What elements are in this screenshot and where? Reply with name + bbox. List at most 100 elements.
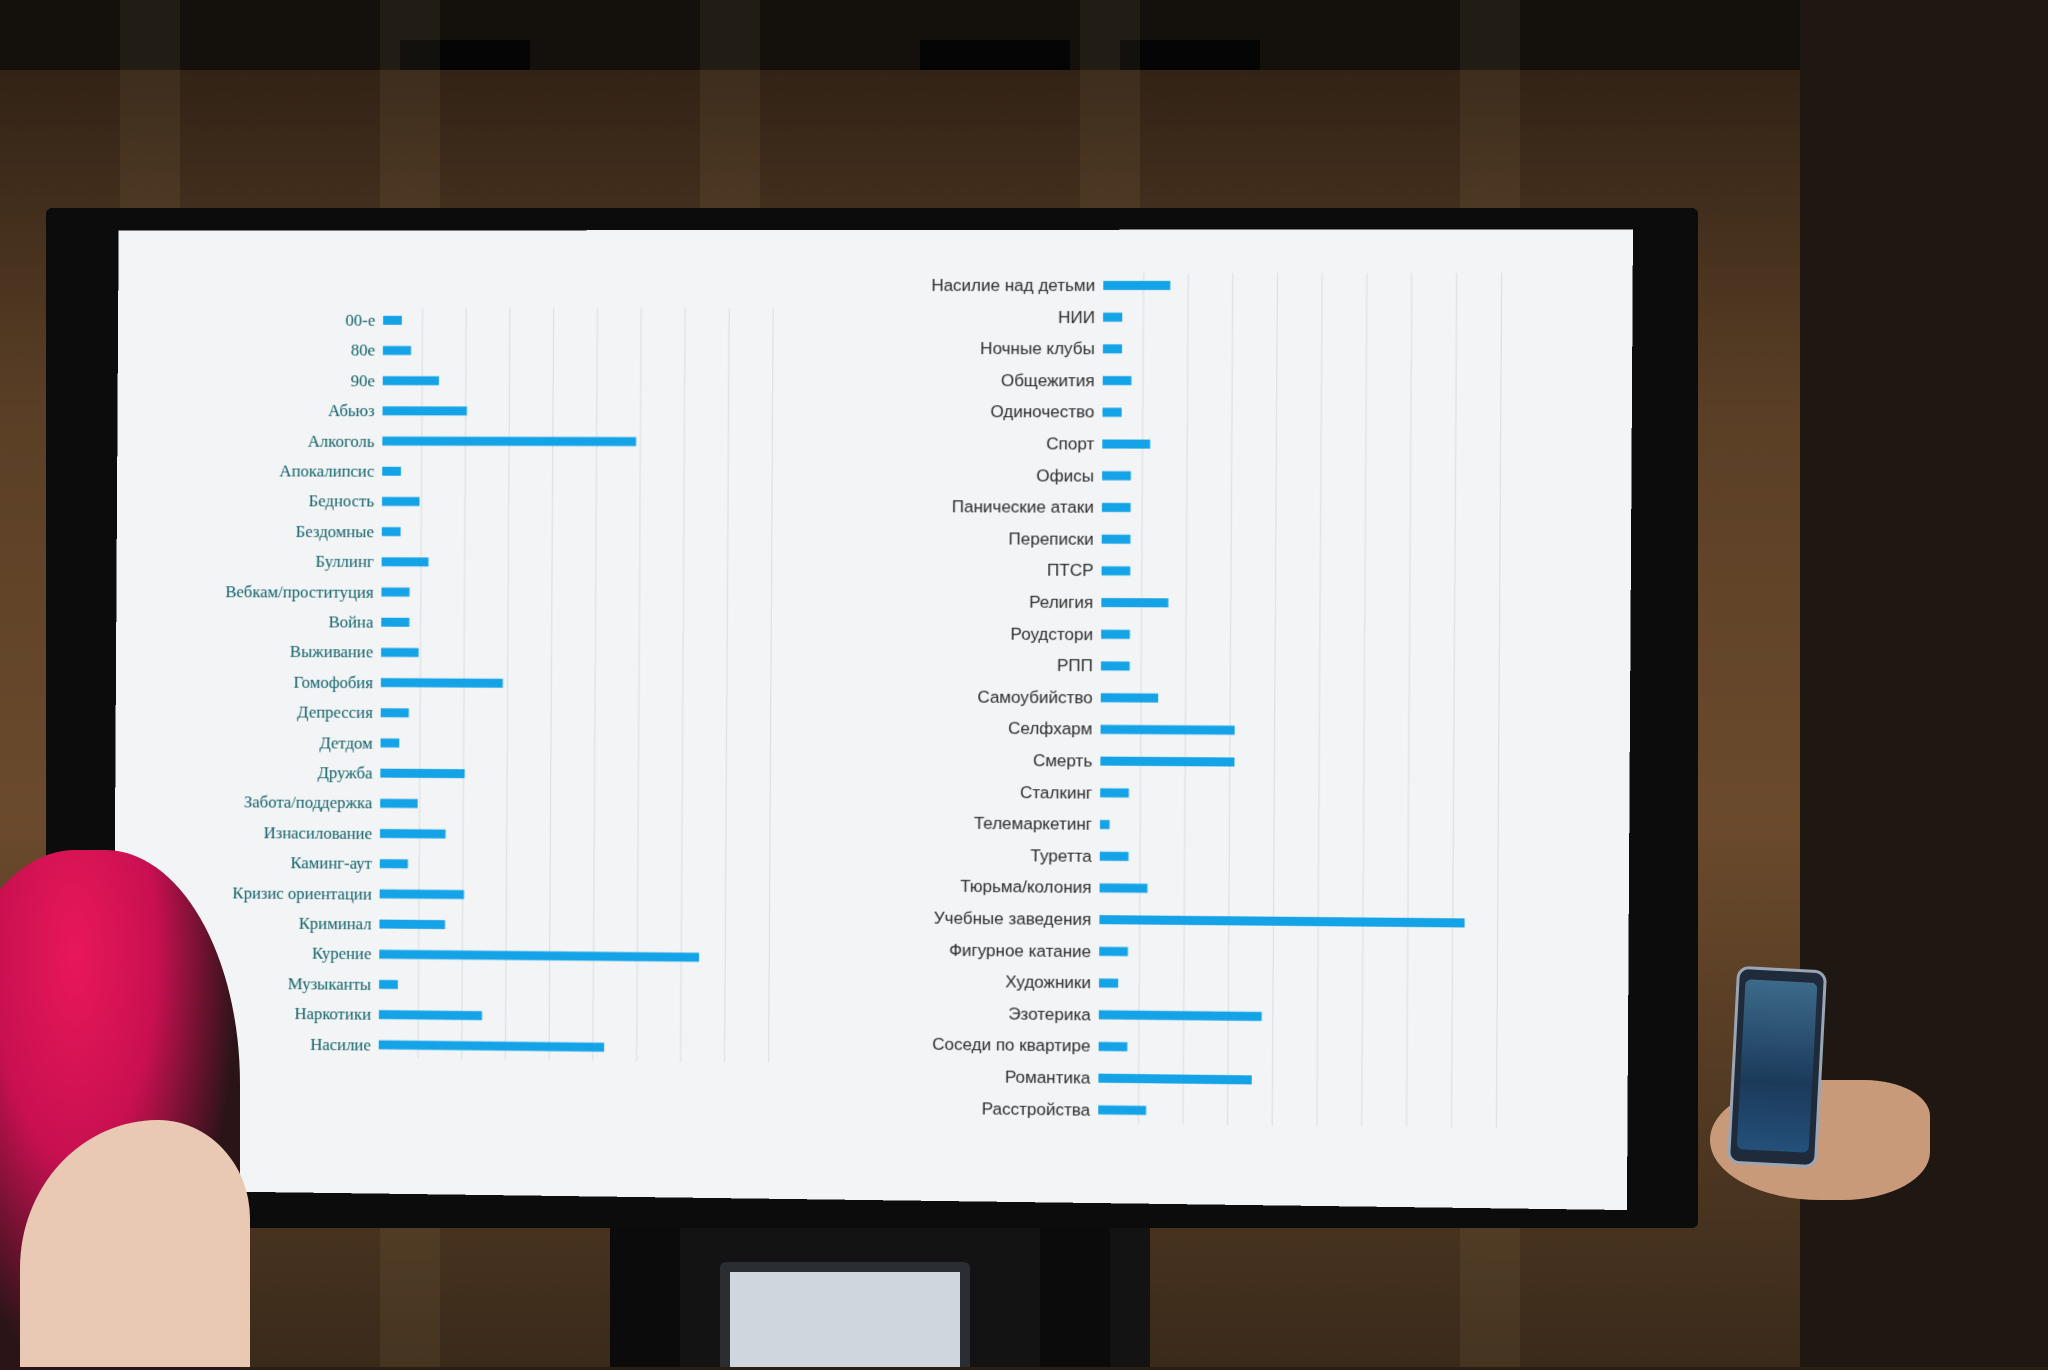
- grid-line: [637, 308, 642, 1061]
- category-label: Забота/поддержка: [244, 793, 373, 813]
- bar: [382, 436, 637, 447]
- category-label: Гомофобия: [293, 673, 373, 692]
- category-label: Криминал: [299, 914, 373, 934]
- bar: [1100, 756, 1235, 767]
- bar: [381, 647, 419, 658]
- bar-charts: 00-е 80е 90е Абьюз Алкоголь Апокалипсис Беднос…: [225, 229, 1633, 1210]
- category-label: 00-е: [345, 311, 375, 330]
- bar: [381, 587, 410, 597]
- right-bar-chart: Насилие над детьми НИИ Ночные клубы Общежит…: [931, 273, 1501, 1128]
- category-label: Офисы: [1036, 466, 1094, 485]
- bar: [380, 708, 409, 718]
- bar: [1098, 1041, 1128, 1052]
- category-label: Самоубийство: [977, 687, 1092, 707]
- ceiling-mount: [920, 40, 1070, 70]
- bar: [1100, 661, 1130, 671]
- bar: [1101, 534, 1131, 544]
- category-label: Религия: [1029, 593, 1093, 612]
- bar: [1103, 280, 1171, 290]
- grid-line: [593, 308, 598, 1061]
- bar: [381, 527, 401, 537]
- category-label: Тюрьма/колония: [960, 877, 1092, 897]
- bar: [1099, 915, 1465, 928]
- category-label: Художники: [1005, 973, 1091, 993]
- bar: [381, 617, 410, 627]
- category-label: Общежития: [1001, 371, 1095, 390]
- category-label: Туретта: [1031, 846, 1093, 866]
- category-label: Кризис ориентации: [232, 883, 371, 903]
- grid-line: [725, 308, 730, 1062]
- bar: [1101, 598, 1169, 608]
- bar: [1100, 788, 1129, 798]
- smartphone-screen: [1736, 979, 1818, 1153]
- category-label: Расстройства: [982, 1099, 1091, 1119]
- bar: [380, 738, 400, 748]
- category-label: Апокалипсис: [279, 461, 374, 480]
- bar: [1101, 629, 1130, 639]
- bar: [382, 346, 412, 355]
- category-label: Дружба: [317, 763, 373, 782]
- bar: [1102, 376, 1132, 386]
- category-label: Эзотерика: [1008, 1004, 1091, 1024]
- bar: [1099, 851, 1129, 861]
- grid-line: [1317, 273, 1322, 1126]
- bar: [1100, 693, 1159, 703]
- category-label: 90е: [351, 371, 375, 390]
- bar: [1102, 439, 1151, 449]
- category-label: Соседи по квартире: [932, 1035, 1090, 1056]
- grid-line: [1272, 273, 1277, 1126]
- grid-line: [1451, 273, 1456, 1128]
- bar: [378, 1040, 605, 1052]
- category-label: Переписки: [1009, 529, 1094, 548]
- category-label: Война: [328, 612, 373, 631]
- bar: [382, 406, 467, 416]
- bar: [1102, 471, 1131, 481]
- grid-line: [505, 308, 510, 1060]
- bar: [383, 315, 402, 325]
- category-label: Фигурное катание: [949, 940, 1091, 961]
- bar: [1098, 1010, 1262, 1021]
- category-label: Детдом: [319, 733, 373, 752]
- category-label: Ночные клубы: [980, 339, 1095, 358]
- bar: [1100, 724, 1235, 735]
- bar: [1099, 883, 1148, 893]
- bar: [380, 768, 465, 779]
- category-label: Алкоголь: [308, 431, 375, 450]
- bar: [1099, 978, 1119, 988]
- category-label: Насилие над детьми: [931, 276, 1095, 295]
- bar: [381, 496, 420, 507]
- bar: [1098, 1105, 1147, 1115]
- left-bar-chart: 00-е 80е 90е Абьюз Алкоголь Апокалипсис Беднос…: [225, 308, 774, 1063]
- category-label: Бездомные: [296, 522, 374, 541]
- category-label: Изнасилование: [264, 823, 373, 843]
- category-label: Учебные заведения: [934, 909, 1092, 930]
- bar: [379, 829, 446, 839]
- category-label: Спорт: [1046, 434, 1094, 453]
- category-label: РПП: [1057, 656, 1093, 675]
- category-label: Курение: [312, 944, 371, 964]
- grid-line: [549, 308, 554, 1060]
- ceiling: [0, 0, 2048, 70]
- category-label: Бедность: [309, 492, 375, 511]
- category-label: ПТСР: [1047, 561, 1094, 580]
- category-label: Каминг-аут: [290, 853, 372, 873]
- laptop: [720, 1262, 970, 1367]
- bar: [379, 919, 446, 930]
- grid-line: [1183, 273, 1188, 1125]
- bar: [382, 376, 439, 386]
- bar: [1102, 407, 1122, 417]
- bar: [1099, 946, 1128, 957]
- bar: [379, 859, 408, 869]
- category-label: Наркотики: [294, 1004, 371, 1024]
- bar: [1098, 1073, 1252, 1085]
- grid-line: [681, 308, 686, 1062]
- category-label: 80е: [351, 341, 375, 360]
- ceiling-mount: [400, 40, 530, 70]
- category-label: Панические атаки: [952, 497, 1094, 517]
- category-label: Депрессия: [297, 703, 373, 722]
- category-label: Буллинг: [315, 552, 373, 571]
- category-label: Насилие: [310, 1035, 371, 1055]
- category-label: Романтика: [1005, 1067, 1091, 1087]
- bar: [379, 949, 700, 962]
- grid-line: [1362, 273, 1367, 1127]
